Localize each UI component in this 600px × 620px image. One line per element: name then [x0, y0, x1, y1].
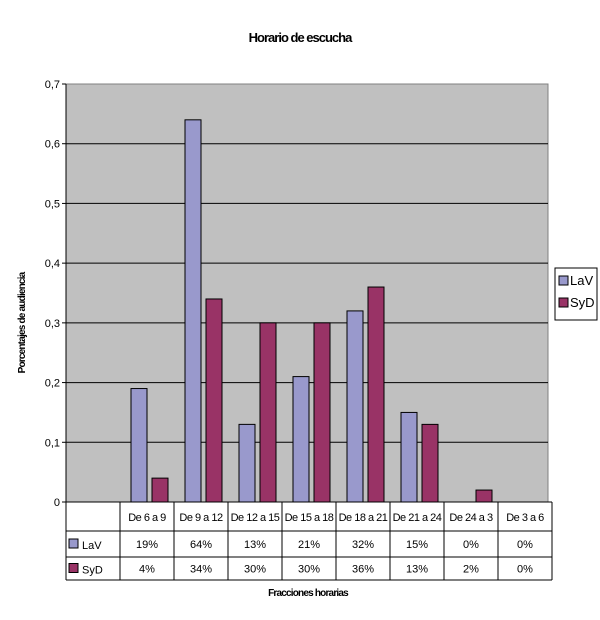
bar-syd: [475, 489, 493, 503]
bar-syd: [367, 286, 385, 503]
category-label: De 3 a 6: [506, 512, 544, 524]
y-axis-title: Porcentajes de audiencia: [17, 271, 28, 373]
bar-lav: [130, 388, 148, 503]
table-cell-value: 30%: [298, 564, 320, 576]
table-cell-value: 36%: [352, 564, 374, 576]
category-label: De 12 a 15: [231, 512, 280, 524]
table-cell-value: 4%: [139, 564, 155, 576]
table-cell-value: 21%: [298, 539, 320, 551]
table-cell-value: 2%: [463, 564, 479, 576]
bar-syd: [151, 477, 169, 503]
category-label: De 9 a 12: [179, 512, 223, 524]
y-tick-label: 0,4: [45, 258, 60, 270]
y-tick-label: 0,1: [45, 437, 60, 449]
table-key-syd: [68, 563, 79, 573]
table-cell-value: 34%: [190, 564, 212, 576]
table-key-lav: [68, 538, 79, 549]
y-tick-label: 0,6: [45, 139, 60, 151]
category-label: De 18 a 21: [339, 512, 388, 524]
table-cell-value: 13%: [406, 564, 428, 576]
legend-label-syd: SyD: [570, 295, 595, 310]
bar-lav: [184, 119, 202, 503]
y-tick-label: 0,5: [45, 198, 60, 210]
category-label: De 21 a 24: [393, 512, 442, 524]
bar-syd: [205, 298, 223, 503]
table-cell-value: 30%: [244, 564, 266, 576]
y-tick-label: 0,7: [45, 79, 60, 91]
table-cell-value: 0%: [517, 564, 533, 576]
y-tick-label: 0: [54, 497, 60, 509]
category-label: De 15 a 18: [285, 512, 334, 524]
bar-lav: [400, 411, 418, 503]
legend-swatch-syd: [558, 297, 569, 308]
y-tick-label: 0,3: [45, 318, 60, 330]
table-series-name: SyD: [82, 565, 103, 577]
table-cell-value: 0%: [517, 539, 533, 551]
bar-lav: [292, 376, 310, 503]
bar-lav: [238, 423, 256, 503]
category-label: De 6 a 9: [128, 512, 166, 524]
category-label: De 24 a 3: [449, 512, 493, 524]
table-cell-value: 0%: [463, 539, 479, 551]
bar-syd: [259, 322, 277, 503]
legend-label-lav: LaV: [570, 273, 593, 288]
y-tick-label: 0,2: [45, 378, 60, 390]
bar-syd: [313, 322, 331, 503]
bar-lav: [346, 310, 364, 503]
legend: LaV SyD: [554, 267, 598, 321]
table-series-name: LaV: [82, 540, 102, 552]
table-cell-value: 19%: [136, 539, 158, 551]
table-cell-value: 13%: [244, 539, 266, 551]
bar-syd: [421, 423, 439, 503]
table-cell-value: 32%: [352, 539, 374, 551]
chart-title: Horario de escucha: [249, 30, 353, 45]
table-cell-value: 64%: [190, 539, 212, 551]
x-axis-title: Fracciones horarias: [268, 588, 349, 599]
legend-swatch-lav: [558, 275, 569, 286]
table-cell-value: 15%: [406, 539, 428, 551]
